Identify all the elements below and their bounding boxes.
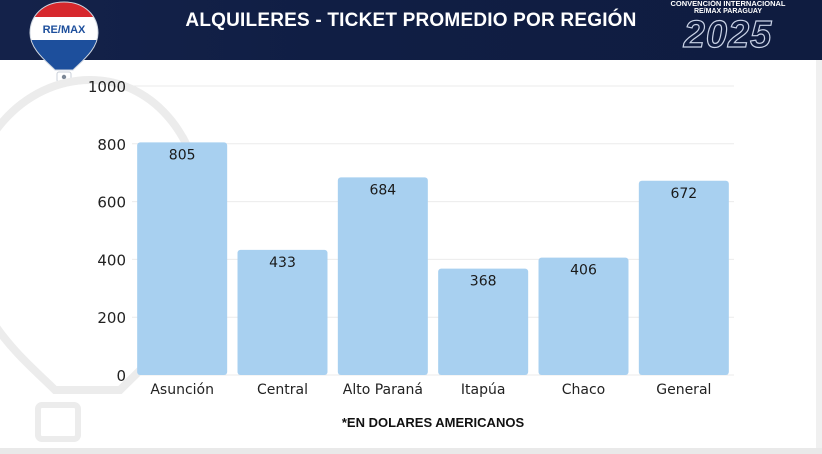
- bar-chart: 0 200 400 600 800 1000 805 433 684 368 406 672 Asu…: [0, 75, 734, 442]
- convention-year: 2025: [683, 13, 773, 56]
- bar: [638, 180, 729, 375]
- remax-balloon-logo: RE/MAX: [29, 1, 99, 83]
- chart-grid: [132, 85, 734, 376]
- bar: [137, 142, 228, 375]
- convention-subtitle: RE/MAX PARAGUAY: [693, 8, 763, 15]
- bar-value-label: 672: [670, 186, 697, 202]
- y-tick-label: 200: [97, 309, 126, 327]
- page-bottom-strip: [0, 448, 822, 454]
- bar-value-label: 805: [169, 147, 196, 163]
- x-tick-label: Chaco: [562, 382, 606, 398]
- bar: [538, 257, 629, 375]
- x-tick-label: General: [656, 382, 711, 398]
- bar-value-label: 433: [269, 255, 296, 271]
- x-tick-label: Asunción: [150, 382, 214, 398]
- y-tick-label: 0: [116, 367, 126, 385]
- bar-value-label: 406: [570, 263, 597, 279]
- chart-bars: 805 433 684 368 406 672: [137, 142, 729, 375]
- x-tick-label: Central: [257, 382, 308, 398]
- page-title: ALQUILERES - TICKET PROMEDIO POR REGIÓN: [185, 10, 637, 31]
- x-tick-label: Alto Paraná: [343, 382, 423, 398]
- y-tick-label: 600: [97, 194, 126, 212]
- bar: [237, 249, 328, 375]
- convention-title: CONVENCIÓN INTERNACIONAL: [670, 0, 786, 8]
- page-edge: [816, 60, 822, 454]
- bar: [438, 268, 529, 375]
- bar: [337, 177, 428, 375]
- bar-value-label: 368: [470, 274, 497, 290]
- y-tick-label: 400: [97, 251, 126, 269]
- y-axis-ticks: 0 200 400 600 800 1000: [88, 78, 126, 385]
- y-tick-label: 800: [97, 136, 126, 154]
- bar-value-label: 684: [369, 182, 396, 198]
- x-axis-label: *EN DOLARES AMERICANOS: [342, 415, 525, 430]
- logo-text: RE/MAX: [43, 24, 86, 36]
- x-axis-ticks: Asunción Central Alto Paraná Itapúa Chaco Gen…: [150, 382, 711, 398]
- header-bar: [0, 0, 822, 60]
- x-tick-label: Itapúa: [461, 382, 506, 398]
- y-tick-label: 1000: [88, 78, 126, 96]
